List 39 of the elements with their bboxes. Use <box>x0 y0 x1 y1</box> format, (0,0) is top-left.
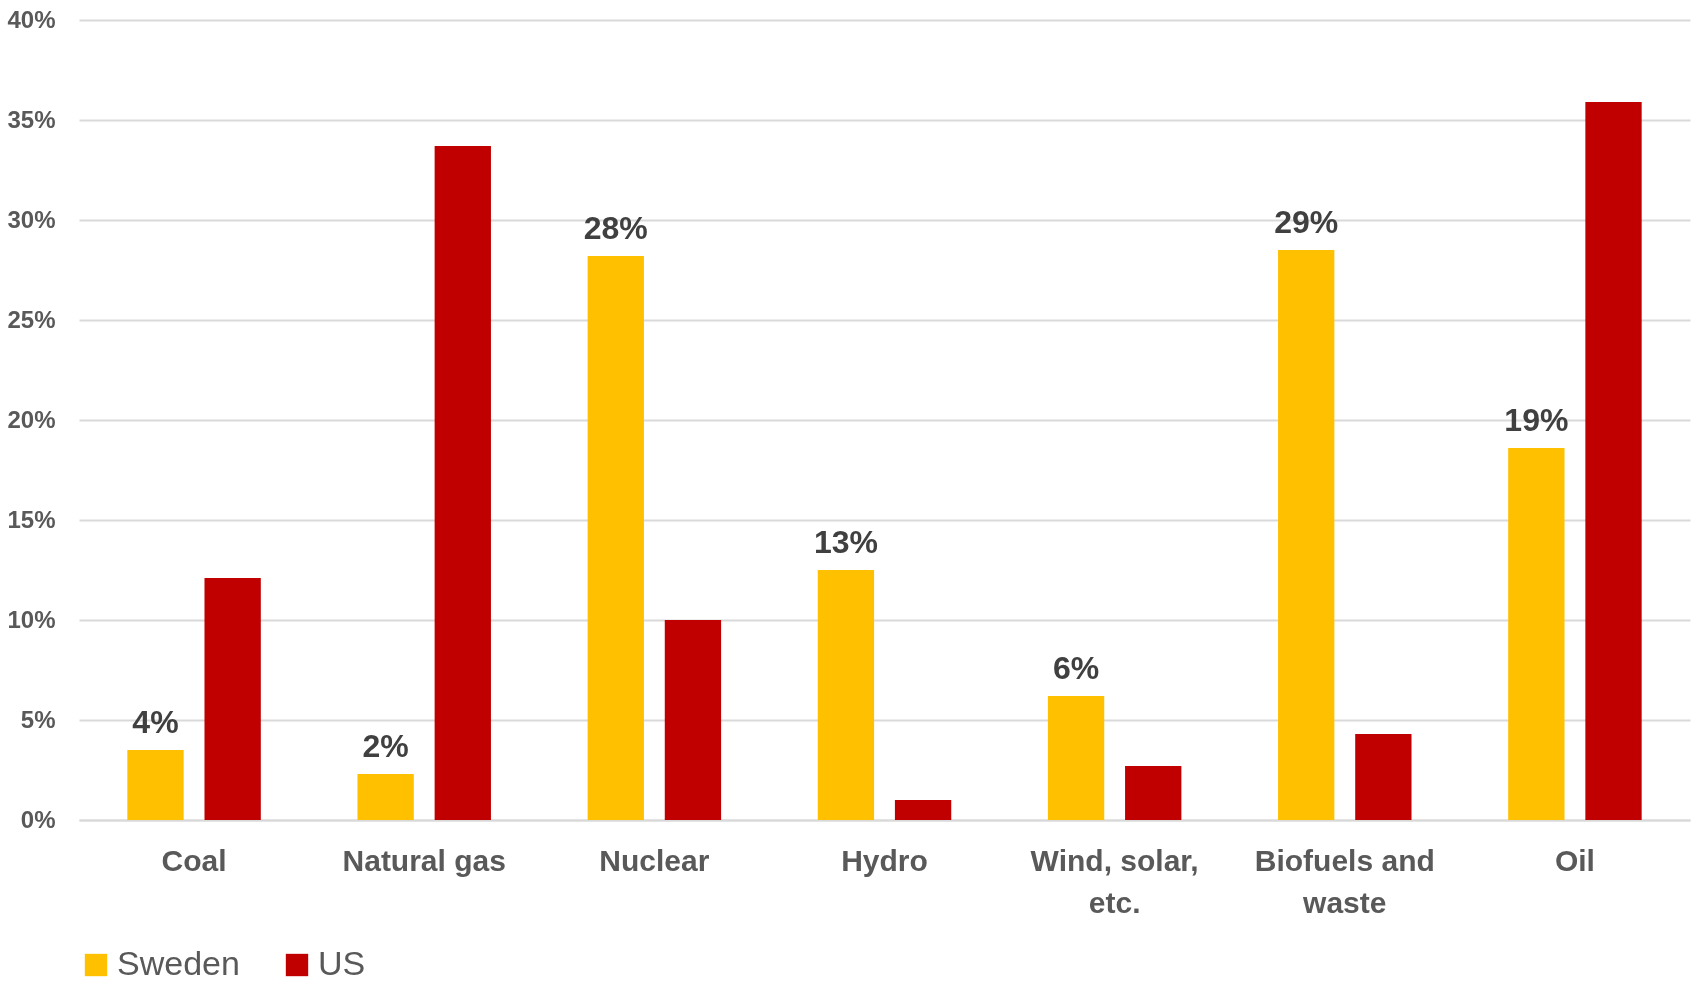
data-label: 6% <box>1052 650 1100 686</box>
bar <box>434 146 491 820</box>
bar <box>127 750 184 820</box>
bar <box>1508 448 1565 820</box>
bar <box>587 256 644 820</box>
x-tick-label: Hydro <box>841 843 928 877</box>
bar <box>1355 734 1412 820</box>
legend-label: Sweden <box>117 944 240 982</box>
x-tick-label: Coal <box>161 843 227 877</box>
y-tick-label: 30% <box>7 205 56 233</box>
data-label: 29% <box>1274 204 1339 240</box>
data-label: 19% <box>1504 402 1569 438</box>
y-tick-label: 5% <box>20 705 56 733</box>
y-tick-label: 35% <box>7 105 56 133</box>
data-label: 13% <box>813 524 878 560</box>
data-label: 28% <box>583 210 648 246</box>
y-tick-label: 40% <box>7 5 56 33</box>
bar <box>894 800 952 820</box>
bar <box>1585 102 1642 820</box>
bar <box>1278 250 1335 820</box>
x-tick-label: Natural gas <box>342 843 506 877</box>
y-tick-label: 0% <box>20 805 56 833</box>
x-tick-label: Biofuels and waste <box>1254 843 1435 919</box>
x-tick-label: Oil <box>1554 843 1595 877</box>
y-tick-label: 25% <box>7 305 56 333</box>
y-tick-label: 10% <box>7 605 56 633</box>
y-tick-label: 15% <box>7 505 56 533</box>
bar <box>204 578 261 820</box>
data-label: 4% <box>132 704 179 740</box>
bar <box>817 570 875 820</box>
bar <box>357 774 414 820</box>
bar <box>664 620 722 820</box>
legend-label: US <box>318 944 366 982</box>
data-label: 2% <box>362 728 409 764</box>
bar <box>1047 696 1105 820</box>
x-tick-label: Wind, solar, etc. <box>1030 843 1199 919</box>
y-tick-label: 20% <box>7 405 56 433</box>
bar <box>1125 766 1182 820</box>
x-tick-label: Nuclear <box>599 843 710 877</box>
